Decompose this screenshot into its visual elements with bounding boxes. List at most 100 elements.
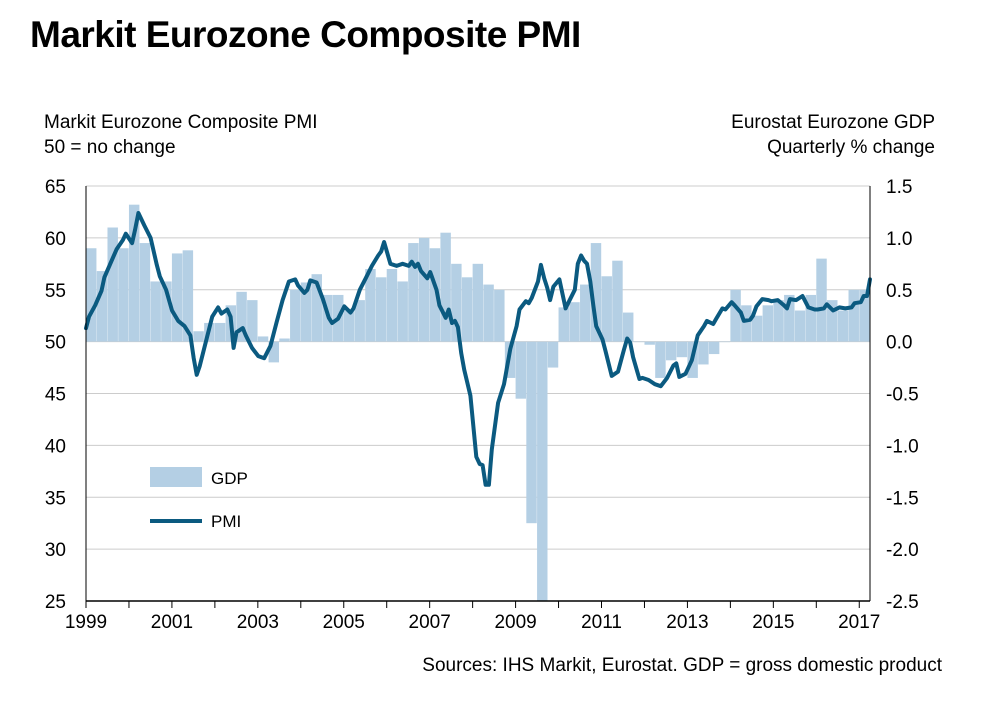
gdp-bar [537,341,548,601]
right-axis-title: Eurostat Eurozone GDP Quarterly % change [731,110,935,160]
gdp-bar [859,289,870,342]
pmi-line [84,211,872,487]
gdp-bar [644,341,655,345]
legend-gdp-swatch [150,467,202,487]
gdp-bar [343,310,355,342]
x-tick-label: 2013 [666,612,708,633]
gdp-bar [451,263,462,342]
gdp-bar [526,341,537,524]
gdp-bar [386,269,398,342]
right-tick-label: -0.5 [886,385,919,406]
right-tick-label: 1.0 [886,229,912,250]
gdp-bar [375,277,387,342]
left-axis-title: Markit Eurozone Composite PMI 50 = no ch… [44,110,318,160]
gdp-bar [569,302,580,342]
gdp-bar [741,305,752,342]
left-axis-label-line1: Markit Eurozone Composite PMI [44,112,318,133]
gdp-bar [827,300,838,342]
gdp-bar [773,300,784,342]
gdp-bar [128,204,140,342]
gdp-bar [590,243,602,342]
gdp-bar [290,289,301,342]
gdp-bar [547,341,559,368]
gdp-bar [236,291,247,342]
right-tick-label: 1.5 [886,177,912,198]
gdp-bar [612,260,623,342]
gdp-bar [708,341,720,355]
gdp-bar [494,289,505,342]
left-tick-label: 40 [45,436,66,457]
right-axis-label-line1: Eurostat Eurozone GDP [731,112,935,133]
left-tick-label: 35 [45,488,66,509]
gdp-bar [719,341,731,343]
left-tick-label: 25 [45,592,66,613]
x-tick-label: 2011 [581,612,622,633]
gdp-bar [257,336,269,342]
right-axis-label-line2: Quarterly % change [767,137,935,158]
gdp-bar [461,277,473,342]
gdp-bar [193,331,204,342]
gdp-bar [354,300,365,342]
gdp-bar [515,341,527,399]
gdp-bar [311,274,322,342]
gdp-bar [429,248,441,342]
gdp-bar [214,322,226,342]
source-note: Sources: IHS Markit, Eurostat. GDP = gro… [422,655,942,676]
left-axis-label-line2: 50 = no change [44,137,176,158]
gdp-bar [730,289,741,342]
gdp-bar [762,305,774,342]
gdp-bar [161,281,172,342]
gdp-bar [96,271,108,342]
gdp-bar [86,248,97,342]
gdp-bar [150,281,161,342]
legend-gdp-label: GDP [211,469,248,488]
gdp-bar [837,310,849,342]
left-tick-label: 55 [45,281,66,302]
left-tick-label: 30 [45,540,66,561]
gdp-bar [483,284,494,342]
right-tick-label: 0.0 [886,333,912,354]
gdp-bar [805,294,817,342]
gdp-bar [665,341,677,361]
gdp-bar [300,282,312,342]
gdp-bar [816,258,827,342]
right-tick-label: 0.5 [886,281,912,302]
gdp-bar [279,338,290,342]
gdp-bar [397,281,408,342]
gdp-bar [655,341,666,378]
left-tick-label: 50 [45,333,66,354]
gdp-bar [418,237,430,342]
left-tick-label: 60 [45,229,66,250]
left-tick-label: 65 [45,177,66,198]
gdp-bar [848,289,859,342]
x-tick-label: 2009 [494,612,536,633]
gdp-bar [622,312,634,342]
gdp-bar [751,315,763,342]
gdp-bar [676,341,688,358]
gdp-bar [182,250,194,342]
gdp-bar [408,243,419,342]
x-tick-label: 2017 [838,612,880,633]
gdp-bar [247,300,258,342]
legend-pmi-label: PMI [211,512,241,531]
x-tick-label: 2001 [151,612,193,633]
gdp-bar [784,294,795,342]
right-tick-label: -1.5 [886,488,919,509]
gdp-bar [472,263,484,342]
x-tick-label: 2005 [323,612,365,633]
gdp-bar [698,341,709,365]
right-tick-label: -2.0 [886,540,919,561]
x-tick-label: 2007 [409,612,451,633]
gdp-bar [558,307,569,342]
x-tick-label: 2003 [237,612,279,633]
gdp-bar [118,248,129,342]
gdp-bar [440,232,451,342]
right-tick-label: -1.0 [886,436,919,457]
gdp-bar [365,269,376,342]
gdp-bar [601,276,612,342]
gdp-bar [107,227,118,342]
gdp-bar [580,284,591,342]
gdp-bar [268,341,280,363]
gdp-bar [794,310,806,342]
